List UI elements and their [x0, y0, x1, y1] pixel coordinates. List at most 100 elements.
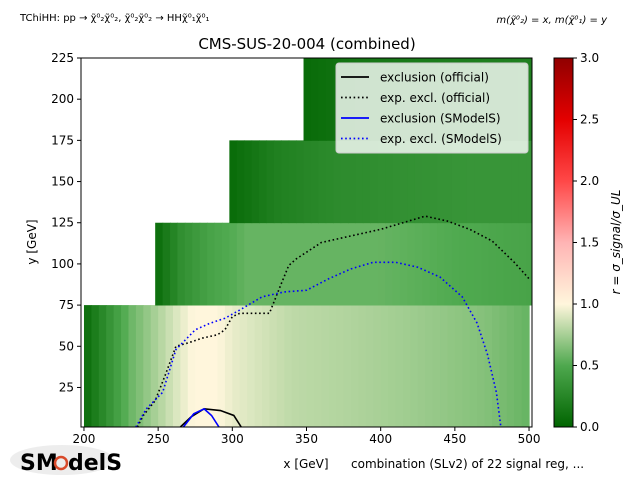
heatmap-cell — [526, 140, 532, 224]
series-line — [135, 261, 502, 427]
heatmap-cell — [451, 222, 460, 306]
heatmap-cell — [266, 140, 275, 224]
heatmap-cell — [318, 140, 327, 224]
colorbar-tick-label: 2.0 — [580, 174, 599, 188]
heatmap-cell — [291, 305, 300, 427]
heatmap-cell — [377, 140, 386, 224]
heatmap-cell — [177, 222, 186, 306]
colorbar-tick-label: 0.0 — [580, 420, 599, 434]
heatmap-cell — [469, 305, 478, 427]
y-tick-label: 200 — [51, 92, 74, 106]
heatmap-cell — [444, 222, 453, 306]
heatmap-cell — [459, 222, 468, 306]
heatmap-cell — [172, 305, 181, 427]
heatmap-cell — [281, 140, 290, 224]
heatmap-cell — [236, 222, 245, 306]
heatmap-cell — [202, 305, 211, 427]
heatmap-cell — [313, 305, 322, 427]
series-line — [182, 407, 220, 427]
footer-label: combination (SLv2) of 22 signal reg, ... — [351, 457, 584, 471]
heatmap-cell — [399, 140, 408, 224]
heatmap-cell — [214, 222, 223, 306]
heatmap-cell — [481, 140, 490, 224]
y-tick-label: 75 — [59, 298, 74, 312]
heatmap-cell — [310, 58, 319, 141]
legend-label: exp. excl. (SModelS) — [380, 132, 502, 146]
heatmap-cell — [437, 222, 446, 306]
x-tick-label: 400 — [369, 432, 392, 446]
heatmap-cell — [385, 140, 394, 224]
heatmap-cell — [325, 58, 334, 141]
heatmap-cell — [336, 305, 345, 427]
heatmap-cell — [232, 305, 241, 427]
heatmap-cell — [162, 222, 171, 306]
heatmap-cell — [373, 305, 382, 427]
heatmap-cell — [259, 222, 268, 306]
heatmap-cell — [410, 305, 419, 427]
heatmap-cell — [514, 305, 523, 427]
colorbar-label: r = σ_signal/σ_UL — [609, 190, 623, 295]
heatmap-cell — [388, 305, 397, 427]
heatmap-cell — [165, 305, 174, 427]
heatmap-cell — [518, 222, 527, 306]
heatmap-cell — [340, 222, 349, 306]
heatmap-cell — [462, 305, 471, 427]
heatmap-cell — [184, 222, 193, 306]
heatmap-cell — [199, 222, 208, 306]
heatmap-cell — [333, 140, 342, 224]
heatmap-cell — [526, 222, 532, 306]
legend-label: exclusion (official) — [380, 71, 489, 85]
heatmap-cell — [365, 305, 374, 427]
heatmap-cell — [496, 140, 505, 224]
heatmap-cell — [477, 305, 486, 427]
heatmap-cell — [106, 305, 115, 427]
heatmap-cell — [340, 140, 349, 224]
heatmap-cell — [407, 140, 416, 224]
heatmap-cell — [432, 305, 441, 427]
heatmap-cell — [380, 305, 389, 427]
heatmap-cell — [288, 222, 297, 306]
heatmap-cell — [121, 305, 130, 427]
heatmap-cell — [135, 305, 144, 427]
heatmap-cell — [224, 305, 233, 427]
heatmap-cell — [503, 222, 512, 306]
colorbar-tick-label: 1.0 — [580, 297, 599, 311]
heatmap-cell — [491, 305, 500, 427]
heatmap-cell — [351, 305, 360, 427]
heatmap-cell — [466, 140, 475, 224]
heatmap-cell — [444, 140, 453, 224]
heatmap-cell — [399, 222, 408, 306]
heatmap-cell — [526, 58, 532, 141]
heatmap-cell — [454, 305, 463, 427]
smodels-logo: SM delS — [10, 445, 122, 476]
heatmap-cell — [318, 222, 327, 306]
heatmap-cell — [155, 222, 164, 306]
heatmap-cell — [221, 222, 230, 306]
heatmap-cell — [239, 305, 248, 427]
heatmap-cell — [325, 222, 334, 306]
heatmap-cell — [318, 58, 327, 141]
heatmap-cell — [395, 305, 404, 427]
y-tick-label: 150 — [51, 175, 74, 189]
x-tick-label: 300 — [221, 432, 244, 446]
heatmap-cell — [244, 140, 253, 224]
heatmap-cell — [377, 222, 386, 306]
heatmap-cell — [362, 140, 371, 224]
heatmap-cell — [348, 222, 357, 306]
heatmap-cell — [488, 222, 497, 306]
x-tick-label: 500 — [518, 432, 541, 446]
x-axis-label: x [GeV] — [283, 457, 328, 471]
heatmap-cell — [91, 305, 100, 427]
heatmap-cell — [325, 140, 334, 224]
heatmap-cell — [499, 305, 508, 427]
y-tick-label: 225 — [51, 51, 74, 65]
heatmap-cell — [343, 305, 352, 427]
curve-layer — [135, 215, 530, 427]
heatmap-cell — [348, 140, 357, 224]
heatmap-cell — [229, 222, 238, 306]
heatmap-cell — [506, 305, 515, 427]
heatmap-cell — [195, 305, 204, 427]
heatmap-cell — [192, 222, 201, 306]
colorbar — [553, 57, 574, 428]
heatmap-cell — [150, 305, 159, 427]
